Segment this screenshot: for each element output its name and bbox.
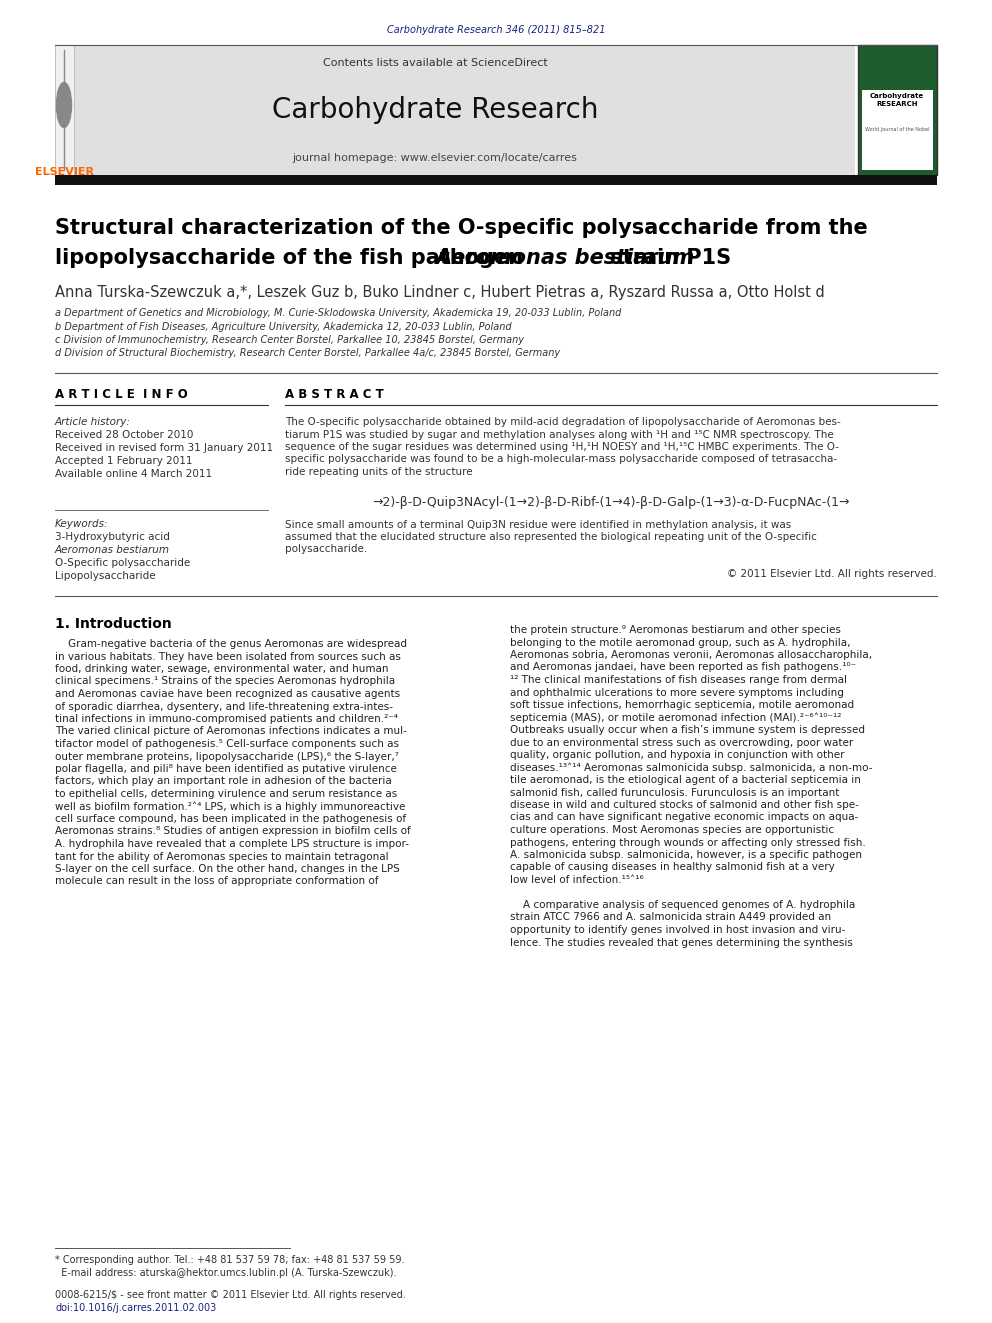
Text: The O-specific polysaccharide obtained by mild-acid degradation of lipopolysacch: The O-specific polysaccharide obtained b…	[285, 417, 841, 427]
Text: Gram-negative bacteria of the genus Aeromonas are widespread: Gram-negative bacteria of the genus Aero…	[55, 639, 407, 650]
Text: tifactor model of pathogenesis.⁵ Cell-surface components such as: tifactor model of pathogenesis.⁵ Cell-su…	[55, 740, 399, 749]
Text: 3-Hydroxybutyric acid: 3-Hydroxybutyric acid	[55, 532, 170, 542]
Text: * Corresponding author. Tel.: +48 81 537 59 78; fax: +48 81 537 59 59.: * Corresponding author. Tel.: +48 81 537…	[55, 1256, 405, 1265]
Text: polar flagella, and pili⁸ have been identified as putative virulence: polar flagella, and pili⁸ have been iden…	[55, 763, 397, 774]
Text: due to an environmental stress such as overcrowding, poor water: due to an environmental stress such as o…	[510, 737, 853, 747]
Text: →2)-β-D-Quip3NAcyl-(1→2)-β-D-Ribf-(1→4)-β-D-Galp-(1→3)-α-D-FucpNAc-(1→: →2)-β-D-Quip3NAcyl-(1→2)-β-D-Ribf-(1→4)-…	[372, 496, 850, 509]
Text: a Department of Genetics and Microbiology, M. Curie-Sklodowska University, Akade: a Department of Genetics and Microbiolog…	[55, 308, 621, 318]
Text: the protein structure.⁹ Aeromonas bestiarum and other species: the protein structure.⁹ Aeromonas bestia…	[510, 624, 841, 635]
Text: belonging to the motile aeromonad group, such as A. hydrophila,: belonging to the motile aeromonad group,…	[510, 638, 850, 647]
Text: Since small amounts of a terminal Quip3N residue were identified in methylation : Since small amounts of a terminal Quip3N…	[285, 520, 792, 529]
Text: Carbohydrate Research 346 (2011) 815–821: Carbohydrate Research 346 (2011) 815–821	[387, 25, 605, 34]
Text: Structural characterization of the O-specific polysaccharide from the: Structural characterization of the O-spe…	[55, 218, 868, 238]
Text: Aeromonas sobria, Aeromonas veronii, Aeromonas allosaccharophila,: Aeromonas sobria, Aeromonas veronii, Aer…	[510, 650, 872, 660]
Text: Outbreaks usually occur when a fish’s immune system is depressed: Outbreaks usually occur when a fish’s im…	[510, 725, 865, 736]
Text: © 2011 Elsevier Ltd. All rights reserved.: © 2011 Elsevier Ltd. All rights reserved…	[727, 569, 937, 579]
Text: strain P1S: strain P1S	[603, 247, 731, 269]
Text: specific polysaccharide was found to be a high-molecular-mass polysaccharide com: specific polysaccharide was found to be …	[285, 455, 837, 464]
Text: assumed that the elucidated structure also represented the biological repeating : assumed that the elucidated structure al…	[285, 532, 816, 542]
Text: ELSEVIER: ELSEVIER	[35, 167, 93, 177]
Text: A B S T R A C T: A B S T R A C T	[285, 389, 384, 401]
Text: pathogens, entering through wounds or affecting only stressed fish.: pathogens, entering through wounds or af…	[510, 837, 866, 848]
Text: Article history:: Article history:	[55, 417, 131, 427]
Text: A comparative analysis of sequenced genomes of A. hydrophila: A comparative analysis of sequenced geno…	[510, 900, 855, 910]
Text: doi:10.1016/j.carres.2011.02.003: doi:10.1016/j.carres.2011.02.003	[55, 1303, 216, 1312]
Text: O-Specific polysaccharide: O-Specific polysaccharide	[55, 558, 190, 568]
Text: Carbohydrate
RESEARCH: Carbohydrate RESEARCH	[870, 93, 925, 107]
Text: well as biofilm formation.²˄⁴ LPS, which is a highly immunoreactive: well as biofilm formation.²˄⁴ LPS, which…	[55, 802, 406, 812]
Text: and Aeromonas caviae have been recognized as causative agents: and Aeromonas caviae have been recognize…	[55, 689, 400, 699]
Text: ¹² The clinical manifestations of fish diseases range from dermal: ¹² The clinical manifestations of fish d…	[510, 675, 847, 685]
Text: World Journal of the Nobel: World Journal of the Nobel	[865, 127, 930, 132]
Text: The varied clinical picture of Aeromonas infections indicates a mul-: The varied clinical picture of Aeromonas…	[55, 726, 407, 737]
Text: Received in revised form 31 January 2011: Received in revised form 31 January 2011	[55, 443, 273, 452]
Text: E-mail address: aturska@hektor.umcs.lublin.pl (A. Turska-Szewczuk).: E-mail address: aturska@hektor.umcs.lubl…	[55, 1267, 397, 1278]
Ellipse shape	[57, 82, 71, 127]
Text: Accepted 1 February 2011: Accepted 1 February 2011	[55, 456, 192, 466]
Text: tinal infections in immuno-compromised patients and children.²⁻⁴: tinal infections in immuno-compromised p…	[55, 714, 398, 724]
Text: culture operations. Most Aeromonas species are opportunistic: culture operations. Most Aeromonas speci…	[510, 826, 834, 835]
Text: lipopolysaccharide of the fish pathogen: lipopolysaccharide of the fish pathogen	[55, 247, 531, 269]
Text: molecule can result in the loss of appropriate conformation of: molecule can result in the loss of appro…	[55, 877, 379, 886]
Bar	[862, 90, 933, 169]
Text: Aeromonas bestiarum: Aeromonas bestiarum	[435, 247, 694, 269]
Text: salmonid fish, called furunculosis. Furunculosis is an important: salmonid fish, called furunculosis. Furu…	[510, 787, 839, 798]
Text: of sporadic diarrhea, dysentery, and life-threatening extra-intes-: of sporadic diarrhea, dysentery, and lif…	[55, 701, 393, 712]
Text: journal homepage: www.elsevier.com/locate/carres: journal homepage: www.elsevier.com/locat…	[293, 153, 577, 163]
Text: tile aeromonad, is the etiological agent of a bacterial septicemia in: tile aeromonad, is the etiological agent…	[510, 775, 861, 785]
Text: 1. Introduction: 1. Introduction	[55, 617, 172, 631]
Text: b Department of Fish Diseases, Agriculture University, Akademicka 12, 20-033 Lub: b Department of Fish Diseases, Agricultu…	[55, 321, 512, 332]
Text: Keywords:: Keywords:	[55, 519, 108, 529]
Text: septicemia (MAS), or motile aeromonad infection (MAI).²⁻⁶˄¹⁰⁻¹²: septicemia (MAS), or motile aeromonad in…	[510, 712, 841, 722]
Text: Aeromonas strains.⁸ Studies of antigen expression in biofilm cells of: Aeromonas strains.⁸ Studies of antigen e…	[55, 827, 411, 836]
Text: strain ATCC 7966 and A. salmonicida strain A449 provided an: strain ATCC 7966 and A. salmonicida stra…	[510, 913, 831, 922]
Text: in various habitats. They have been isolated from sources such as: in various habitats. They have been isol…	[55, 651, 401, 662]
Text: to epithelial cells, determining virulence and serum resistance as: to epithelial cells, determining virulen…	[55, 789, 397, 799]
Text: cias and can have significant negative economic impacts on aqua-: cias and can have significant negative e…	[510, 812, 858, 823]
Text: cell surface compound, has been implicated in the pathogenesis of: cell surface compound, has been implicat…	[55, 814, 406, 824]
Text: diseases.¹³˄¹⁴ Aeromonas salmonicida subsp. salmonicida, a non-mo-: diseases.¹³˄¹⁴ Aeromonas salmonicida sub…	[510, 762, 873, 773]
Text: outer membrane proteins, lipopolysaccharide (LPS),⁶ the S-layer,⁷: outer membrane proteins, lipopolysacchar…	[55, 751, 399, 762]
Text: A. hydrophila have revealed that a complete LPS structure is impor-: A. hydrophila have revealed that a compl…	[55, 839, 409, 849]
Text: low level of infection.¹⁵˄¹⁶: low level of infection.¹⁵˄¹⁶	[510, 875, 644, 885]
Text: Contents lists available at ScienceDirect: Contents lists available at ScienceDirec…	[322, 58, 548, 67]
Text: Carbohydrate Research: Carbohydrate Research	[272, 97, 598, 124]
Text: opportunity to identify genes involved in host invasion and viru-: opportunity to identify genes involved i…	[510, 925, 845, 935]
Text: S-layer on the cell surface. On the other hand, changes in the LPS: S-layer on the cell surface. On the othe…	[55, 864, 400, 875]
Text: Lipopolysaccharide: Lipopolysaccharide	[55, 572, 156, 581]
Text: disease in wild and cultured stocks of salmonid and other fish spe-: disease in wild and cultured stocks of s…	[510, 800, 859, 810]
Text: and ophthalmic ulcerations to more severe symptoms including: and ophthalmic ulcerations to more sever…	[510, 688, 844, 697]
Text: capable of causing diseases in healthy salmonid fish at a very: capable of causing diseases in healthy s…	[510, 863, 834, 872]
Text: lence. The studies revealed that genes determining the synthesis: lence. The studies revealed that genes d…	[510, 938, 853, 947]
Text: soft tissue infections, hemorrhagic septicemia, motile aeromonad: soft tissue infections, hemorrhagic sept…	[510, 700, 854, 710]
Text: polysaccharide.: polysaccharide.	[285, 545, 367, 554]
Text: and Aeromonas jandaei, have been reported as fish pathogens.¹⁰⁻: and Aeromonas jandaei, have been reporte…	[510, 663, 856, 672]
Text: d Division of Structural Biochemistry, Research Center Borstel, Parkallee 4a/c, : d Division of Structural Biochemistry, R…	[55, 348, 560, 359]
Bar	[55, 45, 74, 175]
Text: food, drinking water, sewage, environmental water, and human: food, drinking water, sewage, environmen…	[55, 664, 389, 673]
Bar	[858, 45, 937, 175]
Text: factors, which play an important role in adhesion of the bacteria: factors, which play an important role in…	[55, 777, 392, 786]
Text: quality, organic pollution, and hypoxia in conjunction with other: quality, organic pollution, and hypoxia …	[510, 750, 844, 759]
Text: tant for the ability of Aeromonas species to maintain tetragonal: tant for the ability of Aeromonas specie…	[55, 852, 389, 861]
Text: A R T I C L E  I N F O: A R T I C L E I N F O	[55, 389, 187, 401]
Text: tiarum P1S was studied by sugar and methylation analyses along with ¹H and ¹⁵C N: tiarum P1S was studied by sugar and meth…	[285, 430, 833, 439]
Text: Anna Turska-Szewczuk a,*, Leszek Guz b, Buko Lindner c, Hubert Pietras a, Ryszar: Anna Turska-Szewczuk a,*, Leszek Guz b, …	[55, 284, 824, 299]
Text: A. salmonicida subsp. salmonicida, however, is a specific pathogen: A. salmonicida subsp. salmonicida, howev…	[510, 849, 862, 860]
Text: Available online 4 March 2011: Available online 4 March 2011	[55, 468, 212, 479]
Text: sequence of the sugar residues was determined using ¹H,¹H NOESY and ¹H,¹⁵C HMBC : sequence of the sugar residues was deter…	[285, 442, 839, 452]
Text: Received 28 October 2010: Received 28 October 2010	[55, 430, 193, 441]
Text: c Division of Immunochemistry, Research Center Borstel, Parkallee 10, 23845 Bors: c Division of Immunochemistry, Research …	[55, 335, 524, 345]
Text: ride repeating units of the structure: ride repeating units of the structure	[285, 467, 472, 478]
Bar	[55, 175, 937, 185]
Text: Aeromonas bestiarum: Aeromonas bestiarum	[55, 545, 170, 556]
Text: clinical specimens.¹ Strains of the species Aeromonas hydrophila: clinical specimens.¹ Strains of the spec…	[55, 676, 395, 687]
Text: 0008-6215/$ - see front matter © 2011 Elsevier Ltd. All rights reserved.: 0008-6215/$ - see front matter © 2011 El…	[55, 1290, 406, 1301]
Bar	[75, 45, 855, 175]
